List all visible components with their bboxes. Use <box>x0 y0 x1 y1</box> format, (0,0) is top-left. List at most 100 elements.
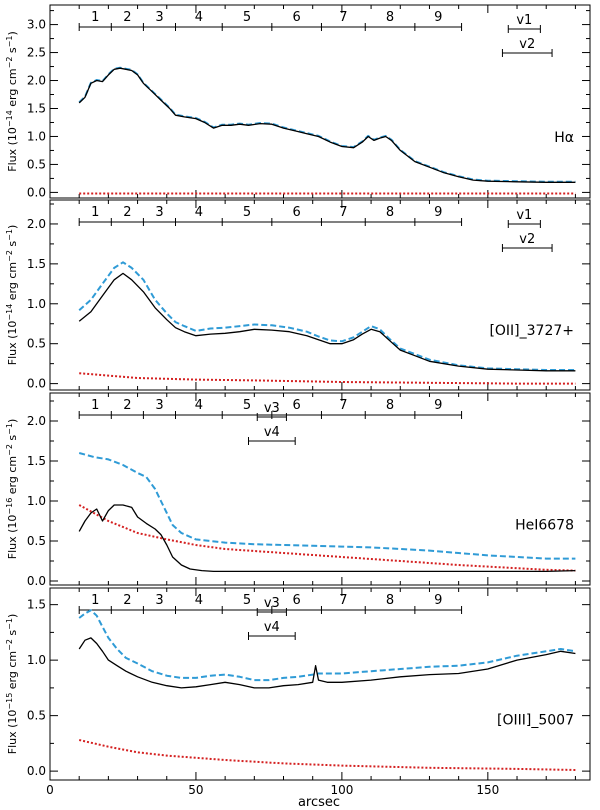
segment-label: 8 <box>386 593 394 608</box>
y-tick-label: 1.5 <box>27 101 46 115</box>
series-error <box>78 739 576 771</box>
segment-label: 1 <box>91 205 99 220</box>
y-label-part: Flux (10 <box>6 710 19 755</box>
segment-label: 3 <box>155 398 163 413</box>
y-tick-label: 1.0 <box>27 653 46 667</box>
plot-frame <box>49 392 591 586</box>
segment-label: 4 <box>195 398 203 413</box>
velocity-bar-label: v1 <box>516 208 532 223</box>
y-label-part: s <box>6 630 19 639</box>
y-label-exponent: −16 <box>5 498 14 515</box>
emission-line-label: Hα <box>554 130 574 146</box>
velocity-bar-label: v4 <box>264 620 280 635</box>
y-label-exponent: −2 <box>5 57 14 69</box>
y-tick-label: 2.5 <box>27 46 46 60</box>
velocity-bar-label: v3 <box>264 401 280 416</box>
panel-oiii: 0.0 0.5 1.0 1.5 Flux (10−15 erg cm−2 s−1) 1 2 3… <box>5 587 591 797</box>
plot-frame <box>49 587 591 781</box>
y-label-exponent: −2 <box>5 250 14 262</box>
segment-label: 9 <box>434 10 442 25</box>
y-tick-label: 1.0 <box>27 494 46 508</box>
segment-label: 4 <box>195 593 203 608</box>
y-axis-label: Flux (10−14 erg cm−2 s−1) <box>5 31 20 172</box>
y-label-exponent: −1 <box>5 618 14 630</box>
y-axis-label: Flux (10−14 erg cm−2 s−1) <box>5 225 20 366</box>
segment-label: 6 <box>293 398 301 413</box>
series-error <box>79 372 576 385</box>
y-tick-label: 0.0 <box>27 377 46 391</box>
series-dereddened <box>78 609 576 682</box>
y-tick-label: 1.0 <box>27 129 46 143</box>
y-tick-label: 1.5 <box>27 257 46 271</box>
y-tick-label: 0.0 <box>27 574 46 588</box>
x-tick-label: 150 <box>476 783 499 797</box>
y-tick-label: 1.0 <box>27 297 46 311</box>
plot-frame <box>49 199 591 391</box>
segment-label: 4 <box>195 205 203 220</box>
x-tick-label: 0 <box>46 783 54 797</box>
x-tick-label: 100 <box>330 783 353 797</box>
plot-frame <box>49 4 591 199</box>
y-tick-label: 1.5 <box>27 454 46 468</box>
y-label-exponent: −14 <box>5 110 14 127</box>
segment-label: 5 <box>243 205 251 220</box>
segment-label: 1 <box>91 10 99 25</box>
velocity-bar-label: v4 <box>264 425 280 440</box>
x-tick-label: 50 <box>188 783 203 797</box>
y-label-exponent: −15 <box>5 693 14 710</box>
segment-label: 2 <box>123 205 131 220</box>
y-label-exponent: −1 <box>5 229 14 241</box>
series-observed <box>78 504 576 573</box>
y-label-part: ) <box>6 225 19 229</box>
velocity-bar-label: v1 <box>516 13 532 28</box>
y-label-part: erg cm <box>6 456 19 498</box>
emission-line-label: [OII]_3727+ <box>489 323 574 339</box>
panel-hei: 0.0 0.5 1.0 1.5 2.0 Flux (10−16 erg cm−2 s−1)… <box>5 392 591 588</box>
segment-label: 9 <box>434 593 442 608</box>
y-label-part: ) <box>6 614 19 618</box>
segment-label: 6 <box>293 205 301 220</box>
y-tick-label: 2.0 <box>27 217 46 231</box>
series-dereddened <box>78 452 576 560</box>
series-dereddened <box>78 66 576 183</box>
y-label-part: erg cm <box>6 68 19 110</box>
y-label-part: Flux (10 <box>6 127 19 172</box>
segment-label: 2 <box>123 10 131 25</box>
series-observed <box>78 637 576 689</box>
segment-label: 3 <box>155 10 163 25</box>
y-axis-label: Flux (10−15 erg cm−2 s−1) <box>5 614 20 755</box>
y-tick-label: 2.0 <box>27 74 46 88</box>
series-observed <box>78 67 576 183</box>
y-label-exponent: −2 <box>5 444 14 456</box>
y-label-part: s <box>6 241 19 250</box>
y-label-part: ) <box>6 31 19 35</box>
segment-label: 9 <box>434 398 442 413</box>
y-tick-label: 0.0 <box>27 185 46 199</box>
y-label-part: erg cm <box>6 651 19 693</box>
segment-label: 8 <box>386 205 394 220</box>
segment-label: 5 <box>243 593 251 608</box>
panel-oii: 0.0 0.5 1.0 1.5 2.0 Flux (10−14 erg cm−2 s−1)… <box>5 199 591 391</box>
y-label-exponent: −1 <box>5 36 14 48</box>
series-observed <box>78 272 576 372</box>
y-label-part: Flux (10 <box>6 515 19 560</box>
segment-label: 2 <box>123 593 131 608</box>
y-tick-label: 0.0 <box>27 764 46 778</box>
segment-label: 7 <box>339 593 347 608</box>
series-error <box>78 504 576 572</box>
segment-label: 1 <box>91 593 99 608</box>
y-label-part: s <box>6 435 19 444</box>
segment-label: 7 <box>339 398 347 413</box>
segment-label: 7 <box>339 10 347 25</box>
segment-label: 3 <box>155 205 163 220</box>
segment-label: 1 <box>91 398 99 413</box>
y-tick-label: 0.5 <box>27 157 46 171</box>
y-label-part: Flux (10 <box>6 321 19 366</box>
y-tick-label: 0.5 <box>27 709 46 723</box>
y-label-exponent: −1 <box>5 423 14 435</box>
velocity-bar-label: v2 <box>519 232 535 247</box>
y-label-part: ) <box>6 419 19 423</box>
emission-line-label: [OIII]_5007 <box>497 712 574 728</box>
